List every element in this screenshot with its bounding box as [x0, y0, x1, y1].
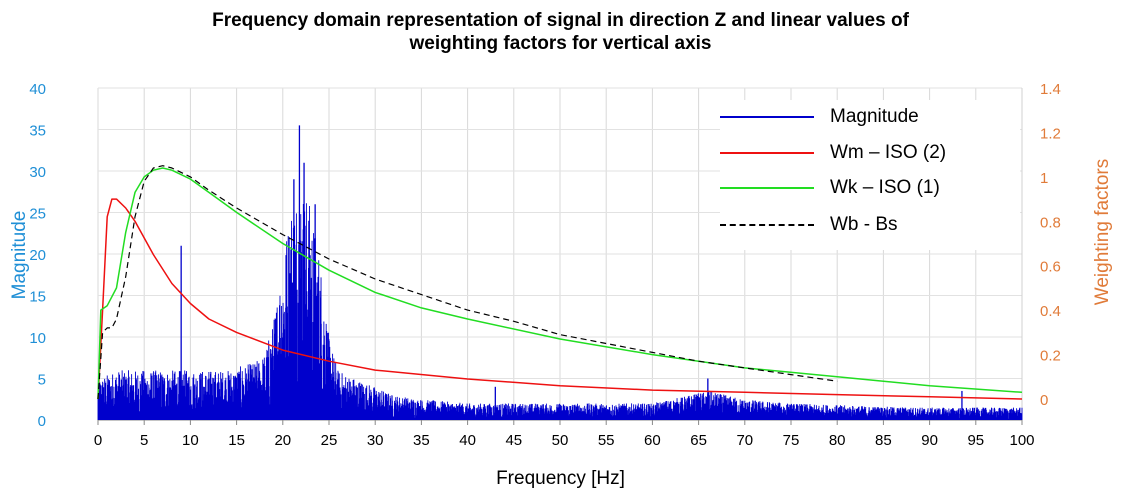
chart-title-line1: Frequency domain representation of signa…: [212, 10, 909, 31]
y-axis-label-right: Weighting factors: [1092, 158, 1113, 306]
x-tick-label: 80: [829, 432, 846, 449]
x-tick-label: 25: [321, 432, 338, 449]
legend-item-wm: Wm – ISO (2): [720, 140, 946, 166]
y-right-tick-label: 0.6: [1040, 259, 1061, 276]
legend-label-wb: Wb - Bs: [830, 214, 898, 235]
x-tick-label: 10: [182, 432, 199, 449]
series-layer: [97, 125, 1023, 420]
left-axis-ticks: 0 5 10 15 20 25 30 35 40: [29, 81, 46, 430]
y-left-tick-label: 15: [29, 289, 46, 306]
x-axis-ticks: 0 5 10 15 20 25 30 35 40 45 50 55 60 65 70 75 80 85 90 95 10…: [94, 419, 1035, 449]
legend-swatch-wb: [720, 224, 814, 226]
chart-title-line2: weighting factors for vertical axis: [409, 33, 712, 54]
legend-swatch-wk: [720, 187, 814, 189]
y-right-tick-label: 0: [1040, 392, 1048, 409]
y-right-tick-label: 0.2: [1040, 348, 1061, 365]
y-right-tick-label: 0.8: [1040, 214, 1061, 231]
legend-label-wk: Wk – ISO (1): [830, 177, 940, 198]
y-right-tick-label: 1.4: [1040, 81, 1061, 98]
legend-swatch-wm: [720, 152, 814, 154]
x-tick-label: 50: [552, 432, 569, 449]
x-tick-label: 65: [690, 432, 707, 449]
y-left-tick-label: 5: [38, 372, 46, 389]
right-axis-ticks: 0 0.2 0.4 0.6 0.8 1 1.2 1.4: [1021, 81, 1061, 420]
y-right-tick-label: 0.4: [1040, 303, 1061, 320]
y-right-tick-label: 1: [1040, 170, 1048, 187]
y-left-tick-label: 30: [29, 164, 46, 181]
y-left-tick-label: 40: [29, 81, 46, 98]
x-tick-label: 55: [598, 432, 615, 449]
x-tick-label: 35: [413, 432, 430, 449]
x-tick-label: 45: [505, 432, 522, 449]
x-tick-label: 90: [921, 432, 938, 449]
legend-swatch-magnitude: [720, 116, 814, 118]
series-wm-iso2-line: [97, 198, 1023, 400]
series-magnitude-spectrum: [97, 203, 1023, 420]
x-tick-label: 70: [736, 432, 753, 449]
y-left-tick-label: 35: [29, 123, 46, 140]
x-tick-label: 85: [875, 432, 892, 449]
y-right-tick-label: 1.2: [1040, 125, 1061, 142]
y-left-tick-label: 0: [38, 413, 46, 430]
series-wk-iso1-line: [97, 167, 1023, 400]
x-axis-label: Frequency [Hz]: [496, 468, 625, 489]
legend-item-magnitude: Magnitude: [720, 104, 919, 130]
x-tick-label: 30: [367, 432, 384, 449]
legend-item-wk: Wk – ISO (1): [720, 175, 940, 201]
legend: Magnitude Wm – ISO (2) Wk – ISO (1) Wb -…: [720, 100, 1020, 250]
y-left-tick-label: 25: [29, 206, 46, 223]
y-axis-label-left: Magnitude: [9, 210, 30, 300]
x-tick-label: 100: [1009, 432, 1034, 449]
x-tick-label: 75: [783, 432, 800, 449]
legend-label-magnitude: Magnitude: [830, 106, 919, 127]
x-tick-label: 40: [459, 432, 476, 449]
x-tick-label: 95: [967, 432, 984, 449]
y-left-tick-label: 10: [29, 330, 46, 347]
x-tick-label: 0: [94, 432, 102, 449]
y-left-tick-label: 20: [29, 247, 46, 264]
x-tick-label: 20: [274, 432, 291, 449]
legend-label-wm: Wm – ISO (2): [830, 142, 947, 163]
x-tick-label: 5: [140, 432, 148, 449]
legend-item-wb: Wb - Bs: [720, 212, 898, 238]
series-wb-bs-line: [97, 165, 838, 400]
x-tick-label: 15: [228, 432, 245, 449]
x-tick-label: 60: [644, 432, 661, 449]
